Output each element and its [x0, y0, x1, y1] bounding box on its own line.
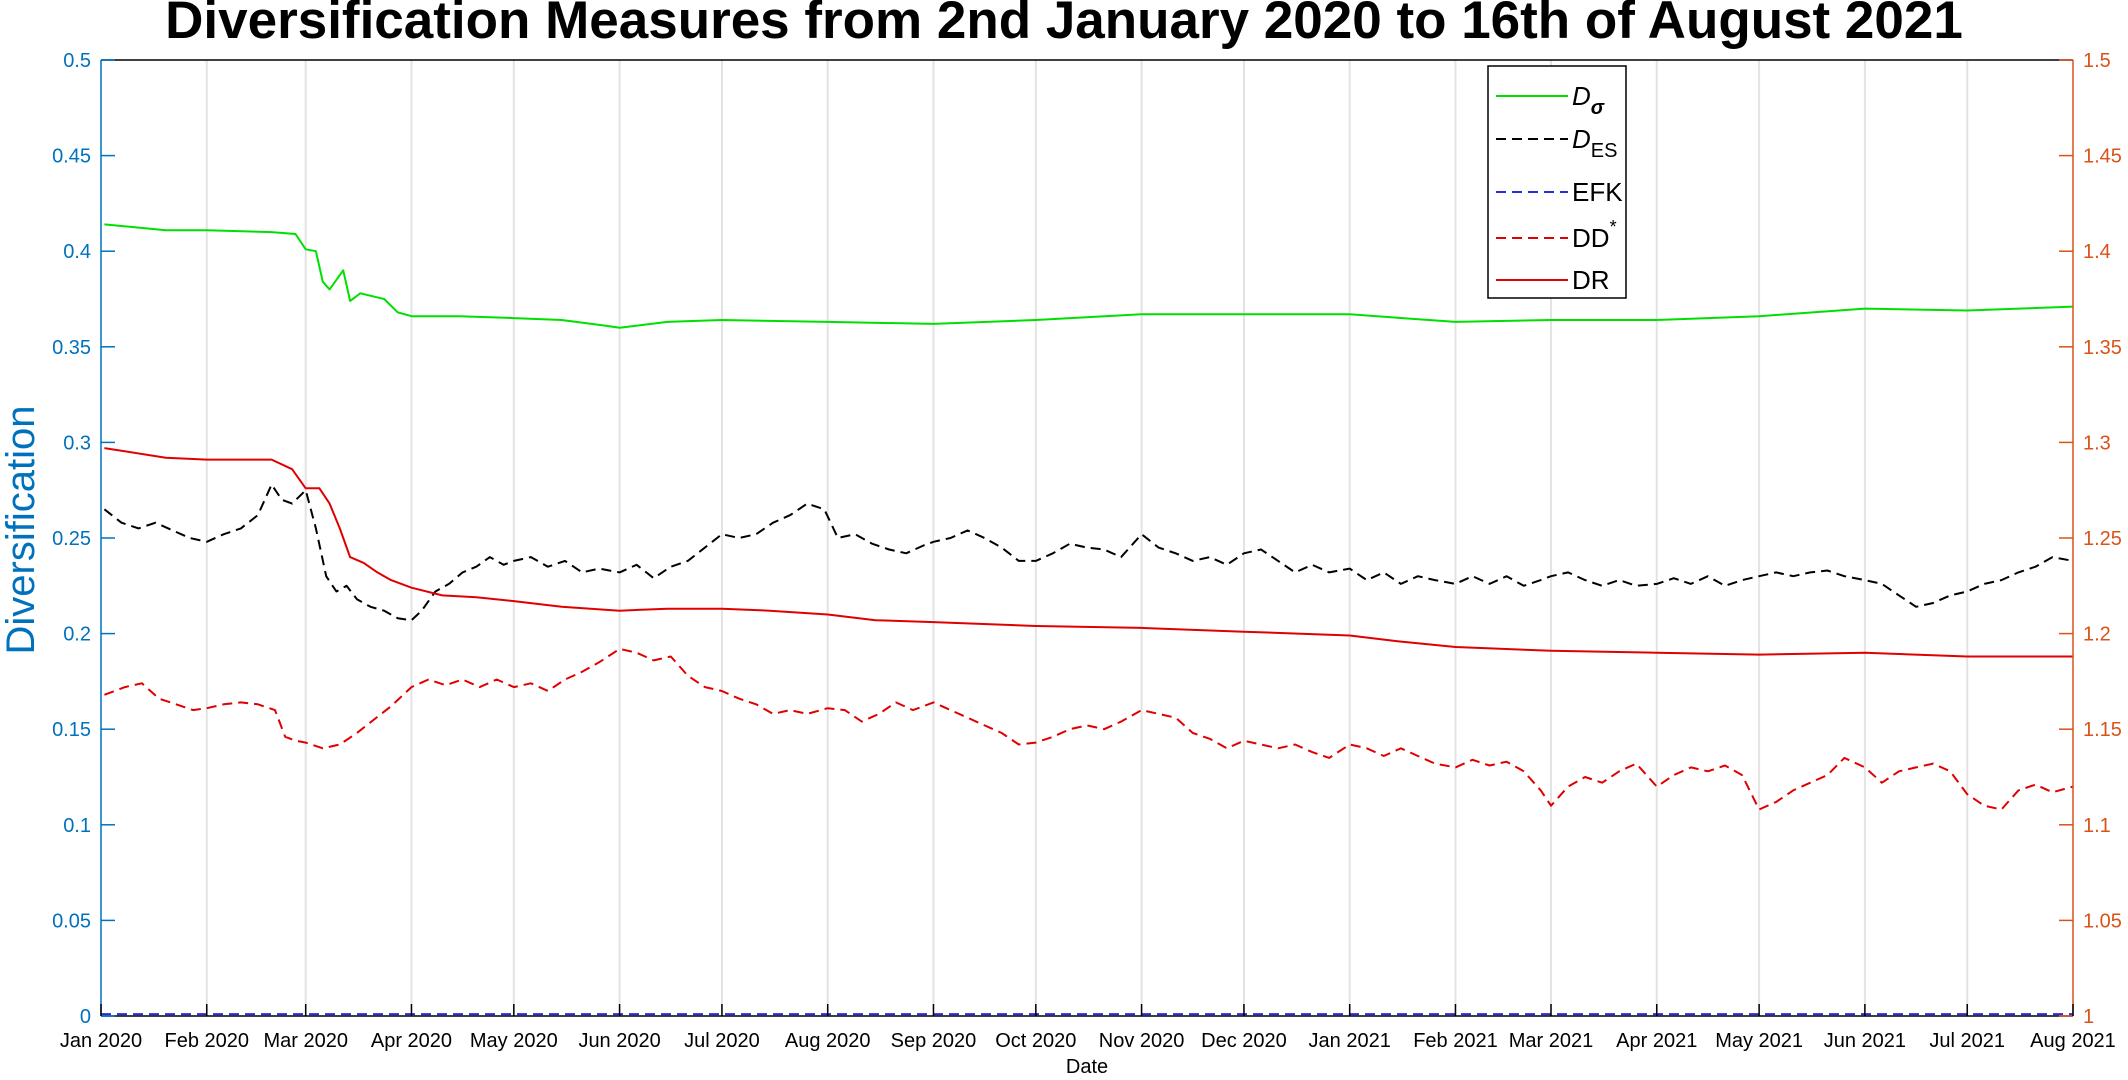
x-tick-label: Mar 2021 — [1509, 1030, 1594, 1052]
x-tick-label: Aug 2021 — [2030, 1030, 2116, 1052]
right-tick-label: 1.5 — [2083, 50, 2111, 72]
x-tick-label: Jun 2021 — [1824, 1030, 1906, 1052]
right-tick-label: 1.3 — [2083, 432, 2111, 454]
x-grid — [205, 60, 1969, 1016]
legend: Dσ DES EFK DD* DR — [1487, 65, 1627, 299]
legend-label: EFK — [1572, 177, 1623, 207]
x-tick-label: Feb 2020 — [165, 1030, 250, 1052]
series-group — [101, 223, 2074, 1016]
x-tick-label: Aug 2020 — [785, 1030, 871, 1052]
y-axis-label: Diversification — [0, 406, 43, 655]
x-tick-label: May 2020 — [470, 1030, 558, 1052]
right-tick-label: 1.35 — [2083, 337, 2122, 359]
series-line-dd- — [104, 647, 2074, 811]
x-tick-label: Mar 2020 — [263, 1030, 348, 1052]
x-tick-label: Jul 2020 — [684, 1030, 760, 1052]
right-tick-label: 1.45 — [2083, 146, 2122, 168]
legend-label: DES — [1572, 124, 1617, 162]
x-tick-label: Jan 2021 — [1309, 1030, 1391, 1052]
series-line-dr — [104, 447, 2073, 658]
x-tick-label: Feb 2021 — [1413, 1030, 1498, 1052]
right-tick-label: 1.1 — [2083, 815, 2111, 837]
right-tick-label: 1.2 — [2083, 624, 2111, 646]
left-tick-label: 0.2 — [63, 624, 91, 646]
legend-label: Dσ — [1572, 81, 1605, 119]
legend-box — [1487, 65, 1627, 299]
axes: 0 0.05 0.1 0.15 0.2 0.25 0.3 0.35 0.4 0.45 0.5 1 1.0… — [52, 50, 2122, 1052]
x-tick-label: Jun 2020 — [578, 1030, 660, 1052]
left-tick-label: 0.5 — [63, 50, 91, 72]
left-tick-label: 0 — [80, 1006, 91, 1028]
x-tick-label: Nov 2020 — [1099, 1030, 1185, 1052]
right-tick-label: 1.05 — [2083, 910, 2122, 932]
left-tick-label: 0.15 — [52, 719, 91, 741]
chart-title: Diversification Measures from 2nd Januar… — [165, 0, 1963, 50]
x-tick-label: Jul 2021 — [1929, 1030, 2005, 1052]
x-tick-label: Oct 2020 — [995, 1030, 1076, 1052]
left-tick-label: 0.45 — [52, 146, 91, 168]
left-tick-label: 0.1 — [63, 815, 91, 837]
legend-label: DD* — [1572, 217, 1617, 253]
series-line-d-es — [103, 483, 2074, 622]
left-tick-label: 0.35 — [52, 337, 91, 359]
x-tick-label: May 2021 — [1715, 1030, 1803, 1052]
right-tick-label: 1.4 — [2083, 241, 2111, 263]
series-line-d- — [104, 223, 2074, 329]
legend-label: DR — [1572, 265, 1610, 295]
right-tick-label: 1 — [2083, 1006, 2094, 1028]
x-tick-label: Sep 2020 — [891, 1030, 977, 1052]
right-tick-label: 1.15 — [2083, 719, 2122, 741]
x-tick-label: Dec 2020 — [1201, 1030, 1287, 1052]
left-tick-label: 0.25 — [52, 528, 91, 550]
left-tick-label: 0.05 — [52, 910, 91, 932]
left-tick-label: 0.3 — [63, 432, 91, 454]
x-tick-label: Apr 2020 — [371, 1030, 452, 1052]
x-axis-label: Date — [1066, 1056, 1108, 1078]
left-tick-label: 0.4 — [63, 241, 91, 263]
right-tick-label: 1.25 — [2083, 528, 2122, 550]
x-tick-label: Apr 2021 — [1616, 1030, 1697, 1052]
x-tick-label: Jan 2020 — [60, 1030, 142, 1052]
